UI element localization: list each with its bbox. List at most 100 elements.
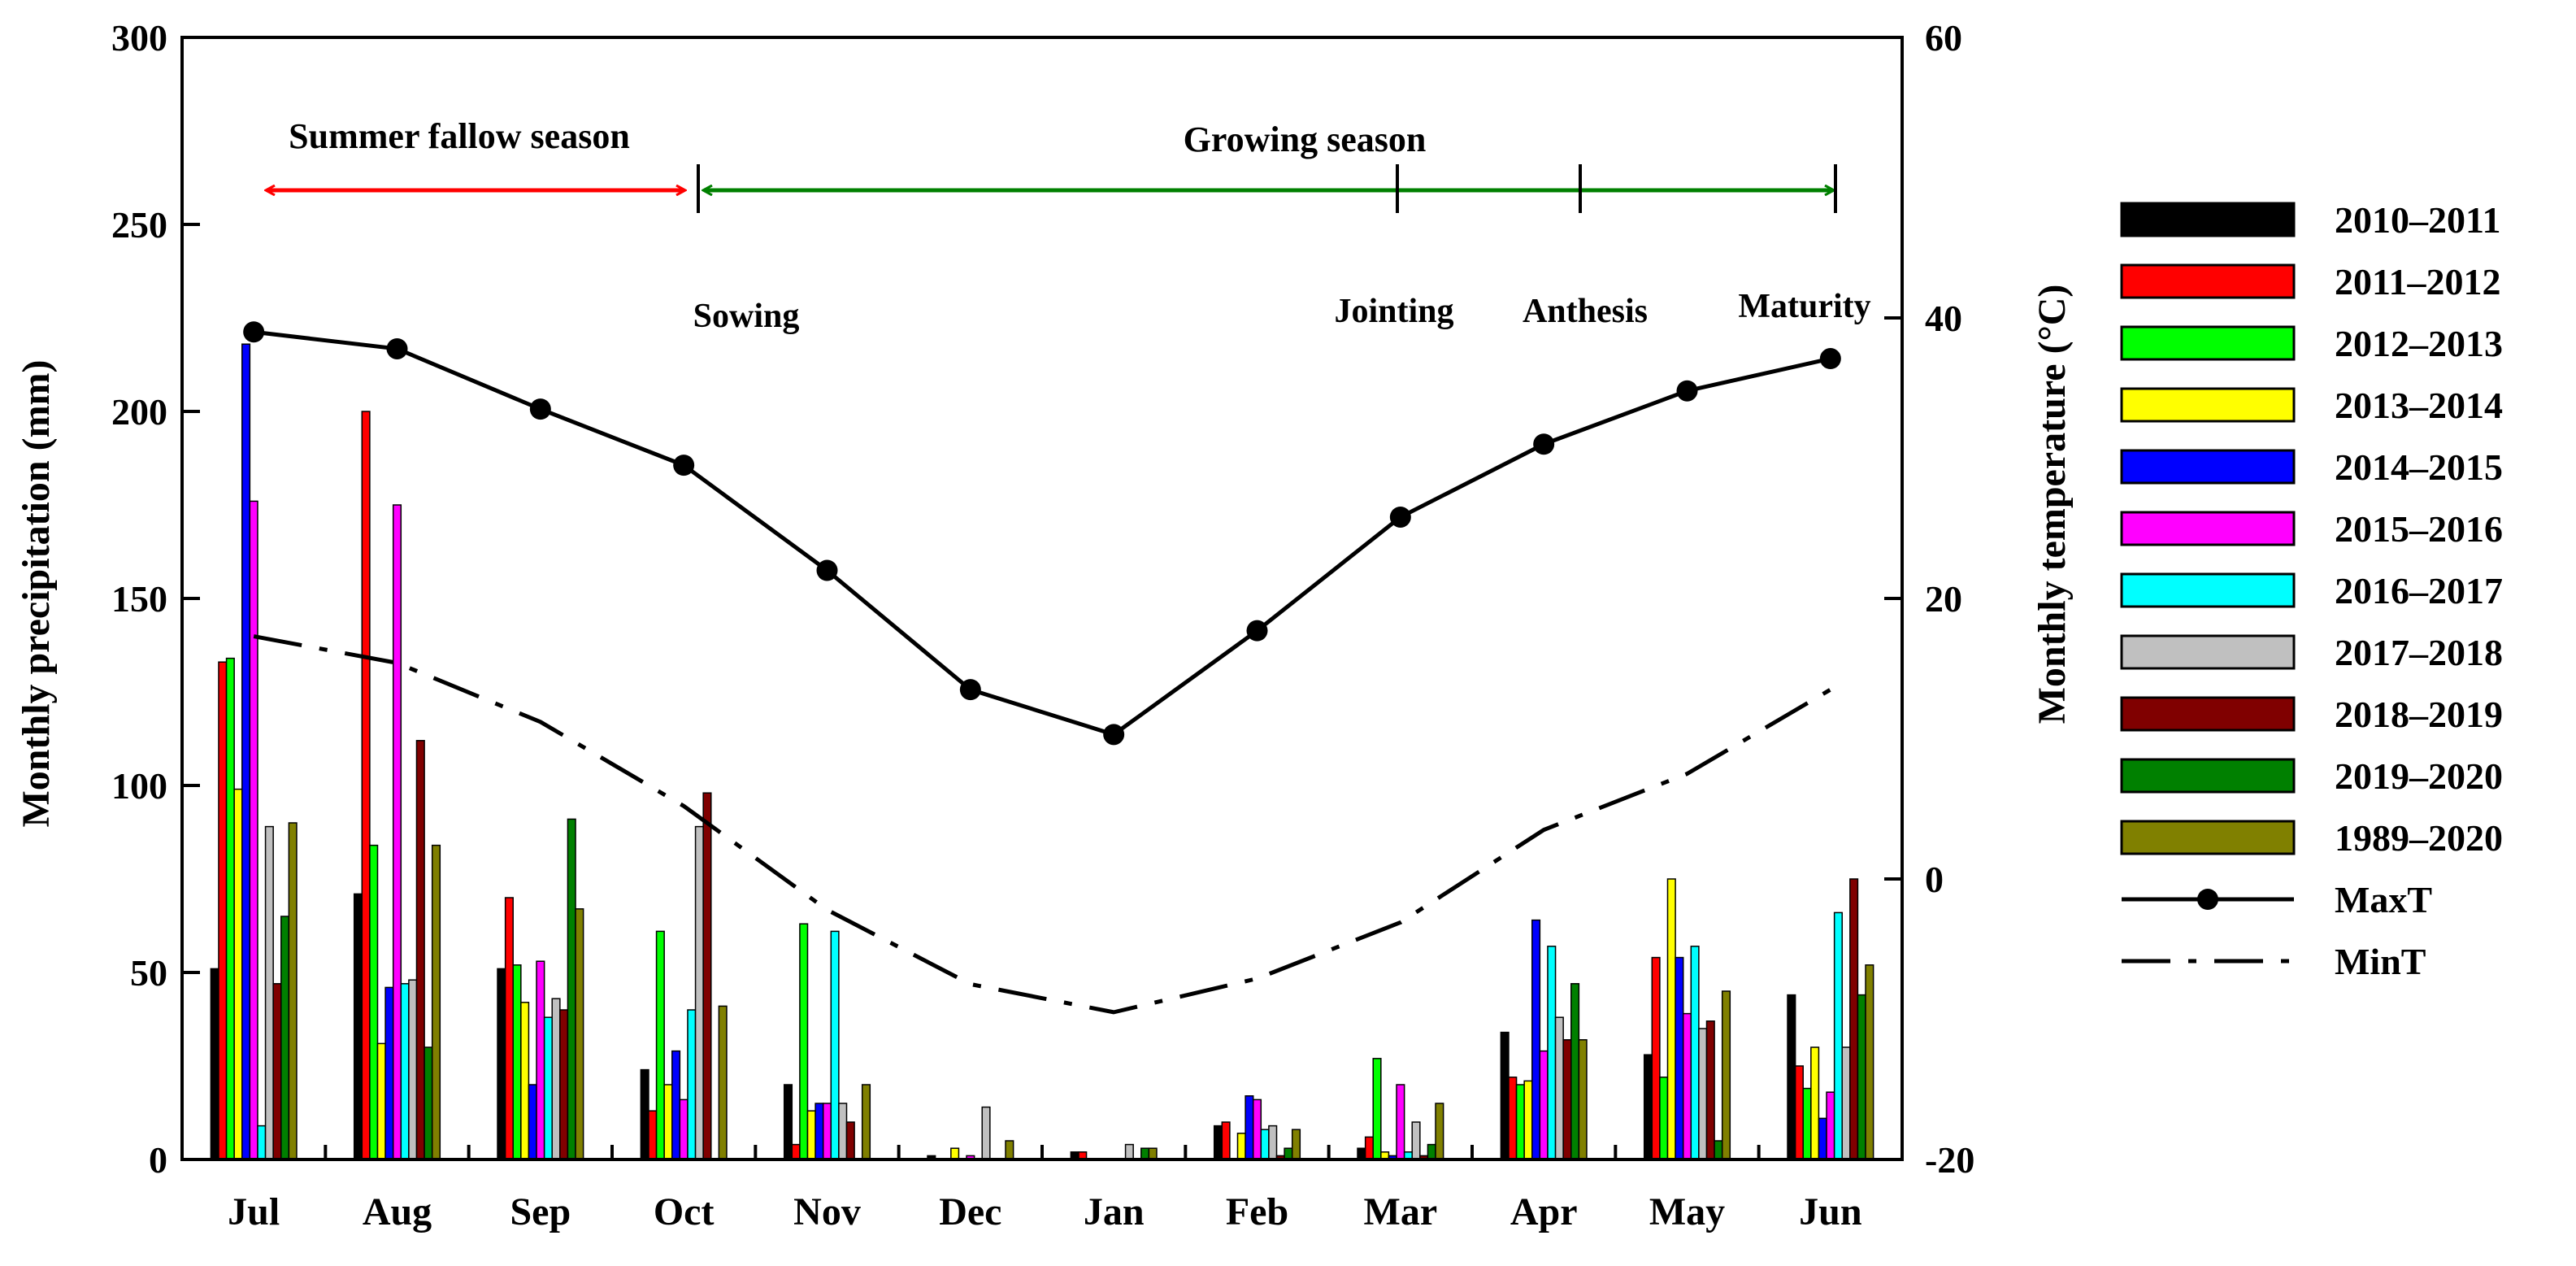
bar-2012–2013-Nov xyxy=(799,923,809,1160)
bar-2014–2015-Sep xyxy=(528,1084,537,1160)
bar-2012–2013-May xyxy=(1659,1077,1669,1160)
bar-2014–2015-Aug xyxy=(384,986,394,1160)
line-MaxT xyxy=(253,329,1831,737)
bar-2017–2018-Nov xyxy=(838,1103,848,1160)
bar-2010–2011-Feb xyxy=(1213,1125,1223,1160)
bar-2017–2018-Aug xyxy=(408,979,418,1160)
bar-1989–2020-Jan xyxy=(1148,1147,1158,1160)
bar-2012–2013-Jun xyxy=(1802,1087,1812,1160)
legend-label-2014–2015: 2014–2015 xyxy=(2335,446,2503,488)
left-tick-label-50: 50 xyxy=(130,952,167,994)
left-tick-label-100: 100 xyxy=(111,765,167,807)
bar-2019–2020-Jul xyxy=(280,916,290,1160)
bar-2015–2016-Oct xyxy=(679,1099,689,1160)
bar-2018–2019-Oct xyxy=(702,792,712,1160)
bar-2010–2011-Aug xyxy=(353,893,363,1160)
bar-2016–2017-Apr xyxy=(1547,946,1557,1160)
x-tick-label-Jan: Jan xyxy=(1084,1190,1145,1233)
left-tick-label-250: 250 xyxy=(111,204,167,246)
y-axis-label: Monthly precipitation (mm) xyxy=(15,359,58,827)
bar-2011–2012-Sep xyxy=(504,897,514,1160)
x-tick-label-Aug: Aug xyxy=(363,1190,432,1233)
point-MaxT-Apr xyxy=(1533,433,1555,455)
bar-2013–2014-Feb xyxy=(1236,1133,1246,1160)
bar-2011–2012-Aug xyxy=(361,411,371,1160)
bar-2010–2011-Jul xyxy=(210,968,219,1160)
left-tick-label-300: 300 xyxy=(111,17,167,59)
stage-jointing: Jointing xyxy=(1334,293,1453,330)
point-MaxT-Jul xyxy=(243,321,265,343)
right-axis-ticks: -20 0 20 40 60 xyxy=(1884,17,1974,1181)
bar-2019–2020-Sep xyxy=(567,818,576,1160)
right-tick-label-0: 0 xyxy=(1925,859,1944,900)
y2-axis-label: Monthly temperature (°C) xyxy=(2031,285,2074,724)
bar-2016–2017-Nov xyxy=(830,930,840,1160)
legend-label-2016–2017: 2016–2017 xyxy=(2335,570,2503,611)
bar-2017–2018-May xyxy=(1698,1028,1708,1160)
x-tick-label-Jun: Jun xyxy=(1799,1190,1861,1233)
right-tick-label-60: 60 xyxy=(1925,17,1962,59)
point-MaxT-Nov xyxy=(816,559,838,581)
legend-swatch-2012–2013 xyxy=(2120,325,2296,361)
right-tick-label-40: 40 xyxy=(1925,298,1962,339)
bar-2011–2012-Feb xyxy=(1221,1121,1231,1160)
bar-2019–2020-May xyxy=(1714,1140,1723,1160)
point-MaxT-Dec xyxy=(959,679,981,701)
legend-label-1989–2020: 1989–2020 xyxy=(2335,817,2503,859)
bar-2017–2018-Oct xyxy=(694,825,704,1160)
bar-2010–2011-Mar xyxy=(1357,1147,1366,1160)
legend-label-MinT: MinT xyxy=(2335,941,2426,982)
bar-2014–2015-May xyxy=(1675,956,1684,1160)
bar-2019–2020-Aug xyxy=(424,1046,433,1160)
right-tick-label-20: 20 xyxy=(1925,578,1962,620)
bar-2010–2011-Apr xyxy=(1500,1031,1510,1160)
legend-label-2010–2011: 2010–2011 xyxy=(2335,199,2500,241)
bar-2017–2018-Dec xyxy=(981,1106,991,1160)
bar-2019–2020-Mar xyxy=(1427,1143,1436,1160)
legend: 2010–2011 2011–2012 2012–2013 2013–2014 2014… xyxy=(2120,199,2503,982)
bar-2010–2011-Oct xyxy=(640,1068,649,1160)
bar-2011–2012-Oct xyxy=(648,1110,658,1160)
bar-2016–2017-May xyxy=(1690,946,1700,1160)
x-axis-ticks: Jul Aug Sep Oct Nov Dec Jan Feb Mar Apr May Jun xyxy=(228,1145,1862,1233)
bar-2018–2019-Sep xyxy=(559,1009,569,1160)
legend-swatch-2011–2012 xyxy=(2120,263,2296,299)
x-tick-label-Oct: Oct xyxy=(654,1190,715,1233)
bar-2014–2015-Nov xyxy=(815,1103,824,1160)
bar-2014–2015-Jul xyxy=(241,343,251,1160)
bar-2013–2014-Aug xyxy=(376,1042,386,1160)
bar-2013–2014-Oct xyxy=(663,1084,673,1160)
bar-2016–2017-Feb xyxy=(1260,1129,1270,1160)
bar-2015–2016-Feb xyxy=(1252,1099,1262,1160)
x-tick-label-Nov: Nov xyxy=(793,1190,861,1233)
summer-season-label: Summer fallow season xyxy=(289,116,630,156)
legend-label-2019–2020: 2019–2020 xyxy=(2335,755,2503,797)
x-tick-label-Sep: Sep xyxy=(510,1190,571,1233)
bar-2015–2016-Apr xyxy=(1539,1050,1549,1160)
point-MaxT-May xyxy=(1676,380,1698,402)
bar-2017–2018-Sep xyxy=(551,998,561,1160)
point-MaxT-Jan xyxy=(1103,724,1125,746)
legend-label-2013–2014: 2013–2014 xyxy=(2335,385,2503,426)
x-tick-label-Dec: Dec xyxy=(939,1190,1001,1233)
bar-2016–2017-Sep xyxy=(543,1016,553,1160)
stage-anthesis: Anthesis xyxy=(1523,293,1648,330)
bar-2019–2020-Jun xyxy=(1857,994,1866,1160)
bar-2013–2014-Apr xyxy=(1523,1080,1533,1160)
bar-2017–2018-Mar xyxy=(1411,1121,1421,1160)
legend-label-2015–2016: 2015–2016 xyxy=(2335,508,2503,550)
legend-swatch-2014–2015 xyxy=(2120,449,2296,485)
bar-1989–2020-May xyxy=(1721,990,1731,1160)
bar-2010–2011-Nov xyxy=(783,1084,793,1160)
bar-2011–2012-Apr xyxy=(1508,1077,1518,1160)
bar-2016–2017-Aug xyxy=(400,983,410,1160)
bar-2013–2014-Sep xyxy=(520,1002,530,1160)
bar-series-group xyxy=(210,343,1874,1160)
bar-2010–2011-Jun xyxy=(1787,994,1796,1160)
bar-2013–2014-Dec xyxy=(950,1147,960,1160)
bar-1989–2020-Mar xyxy=(1435,1103,1444,1160)
bar-2015–2016-Aug xyxy=(392,504,402,1160)
bar-1989–2020-Apr xyxy=(1578,1039,1588,1160)
bar-2017–2018-Jan xyxy=(1124,1143,1134,1160)
